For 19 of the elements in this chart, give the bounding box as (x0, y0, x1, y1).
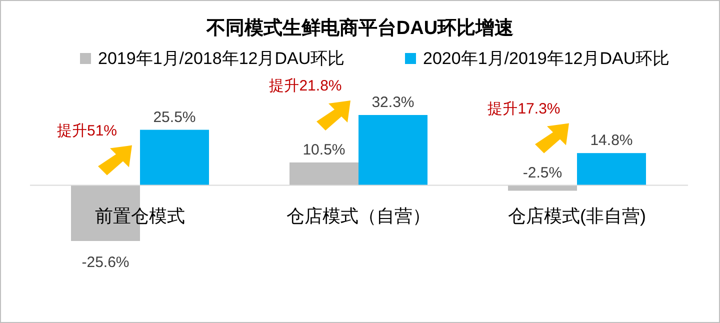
annotation: 提升17.3% (488, 100, 560, 118)
bar (358, 115, 428, 186)
x-tick-label: 前置仓模式 (95, 206, 185, 226)
bar (140, 130, 209, 186)
x-tick-label: 仓店模式（自营） (286, 206, 430, 226)
data-label: -2.5% (522, 164, 562, 182)
legend-label: 2019年1月/2018年12月DAU环比 (98, 49, 345, 68)
chart-title: 不同模式生鲜电商平台DAU环比增速 (205, 17, 514, 39)
bar (290, 162, 358, 186)
x-tick-label: 仓店模式(非自营) (508, 206, 646, 226)
data-label: -25.6% (82, 254, 130, 271)
legend-label: 2020年1月/2019年12月DAU环比 (423, 49, 670, 68)
text: 提升21.8% (269, 77, 342, 94)
bar (577, 153, 646, 186)
data-label: 14.8% (590, 132, 633, 150)
annotation: 提升51% (56, 122, 118, 140)
data-label: 25.5% (153, 108, 196, 126)
data-label: 32.3% (372, 94, 414, 111)
data-label: 10.5% (302, 141, 346, 158)
